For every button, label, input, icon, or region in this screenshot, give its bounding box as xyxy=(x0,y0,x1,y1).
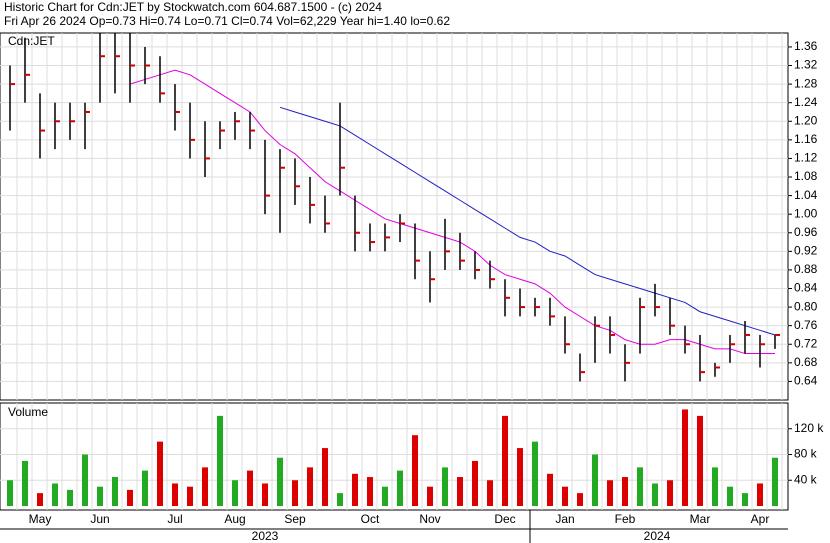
y-tick-label: 1.28 xyxy=(794,76,818,90)
moving-average xyxy=(279,106,776,336)
y-tick-label: 1.20 xyxy=(794,113,818,127)
x-tick-label: Mar xyxy=(690,512,711,526)
x-tick-label: Oct xyxy=(361,512,380,526)
volume-bar xyxy=(592,454,598,506)
volume-bar xyxy=(682,409,688,506)
volume-bar xyxy=(112,477,118,506)
volume-bar xyxy=(727,486,733,506)
x-tick-label: Feb xyxy=(615,512,636,526)
y-tick-label: 1.36 xyxy=(794,39,818,53)
year-label: 2023 xyxy=(252,529,279,543)
x-tick-label: Sep xyxy=(284,512,306,526)
volume-bar xyxy=(652,483,658,506)
x-tick-label: May xyxy=(29,512,52,526)
volume-bar xyxy=(232,480,238,506)
volume-bar xyxy=(37,493,43,506)
y-tick-label: 0.84 xyxy=(794,281,818,295)
volume-bar xyxy=(7,480,13,506)
x-tick-label: Jan xyxy=(555,512,574,526)
x-tick-label: Nov xyxy=(419,512,440,526)
volume-bar xyxy=(562,486,568,506)
volume-bar xyxy=(742,493,748,506)
year-label: 2024 xyxy=(644,529,671,543)
volume-bar xyxy=(577,493,583,506)
volume-bar xyxy=(337,493,343,506)
y-tick-label: 1.16 xyxy=(794,132,818,146)
volume-bar xyxy=(307,467,313,506)
y-tick-label: 1.00 xyxy=(794,206,818,220)
moving-average xyxy=(129,69,775,355)
volume-bar xyxy=(382,486,388,506)
volume-bar xyxy=(487,480,493,506)
volume-bar xyxy=(442,467,448,506)
volume-bar xyxy=(472,460,478,506)
volume-bar xyxy=(667,480,673,506)
y-tick-label: 0.92 xyxy=(794,244,818,258)
x-tick-label: Jun xyxy=(90,512,109,526)
volume-bar xyxy=(157,441,163,506)
volume-bar xyxy=(142,470,148,506)
volume-label: Volume xyxy=(8,405,48,419)
y-tick-label: 0.80 xyxy=(794,299,818,313)
volume-bar xyxy=(262,483,268,506)
symbol-label: Cdn:JET xyxy=(8,34,55,48)
volume-bar xyxy=(712,467,718,506)
volume-bar xyxy=(532,441,538,506)
x-tick-label: Apr xyxy=(751,512,770,526)
y-tick-label: 0.96 xyxy=(794,225,818,239)
volume-bar xyxy=(187,486,193,506)
volume-bar xyxy=(607,480,613,506)
volume-bar xyxy=(292,480,298,506)
volume-bar xyxy=(517,448,523,506)
y-tick-label: 0.64 xyxy=(794,374,818,388)
volume-bar xyxy=(637,467,643,506)
volume-bar xyxy=(202,467,208,506)
y-tick-label: 0.88 xyxy=(794,262,818,276)
volume-bar xyxy=(547,473,553,506)
volume-bar xyxy=(67,489,73,506)
y-tick-label: 1.04 xyxy=(794,188,818,202)
volume-bar xyxy=(397,470,403,506)
volume-bar xyxy=(697,415,703,506)
volume-bar xyxy=(52,483,58,506)
chart-subtitle: Fri Apr 26 2024 Op=0.73 Hi=0.74 Lo=0.71 … xyxy=(4,14,450,28)
y-tick-label: 0.68 xyxy=(794,355,818,369)
volume-bar xyxy=(82,454,88,506)
volume-bar xyxy=(172,483,178,506)
y-tick-label: 0.76 xyxy=(794,318,818,332)
x-tick-label: Jul xyxy=(167,512,182,526)
y-tick-label: 80 k xyxy=(794,447,818,461)
volume-bar xyxy=(22,460,28,506)
y-tick-label: 40 k xyxy=(794,472,818,486)
chart-title: Historic Chart for Cdn:JET by Stockwatch… xyxy=(4,0,382,14)
y-tick-label: 1.08 xyxy=(794,169,818,183)
volume-bar xyxy=(352,473,358,506)
volume-bar xyxy=(757,483,763,506)
volume-bar xyxy=(772,457,778,506)
volume-bar xyxy=(427,486,433,506)
volume-bar xyxy=(322,448,328,506)
volume-bar xyxy=(457,477,463,506)
y-tick-label: 120 k xyxy=(794,421,824,435)
y-tick-label: 1.32 xyxy=(794,58,818,72)
volume-bar xyxy=(127,489,133,506)
volume-bar xyxy=(247,470,253,506)
volume-bar xyxy=(217,415,223,506)
y-tick-label: 0.72 xyxy=(794,336,818,350)
volume-bar xyxy=(412,435,418,506)
volume-bar xyxy=(97,486,103,506)
y-tick-label: 1.24 xyxy=(794,95,818,109)
volume-bar xyxy=(622,477,628,506)
x-tick-label: Dec xyxy=(494,512,515,526)
y-tick-label: 1.12 xyxy=(794,151,818,165)
volume-bar xyxy=(367,477,373,506)
volume-bar xyxy=(277,457,283,506)
plot-area xyxy=(0,32,789,401)
volume-bar xyxy=(502,415,508,506)
x-tick-label: Aug xyxy=(224,512,245,526)
